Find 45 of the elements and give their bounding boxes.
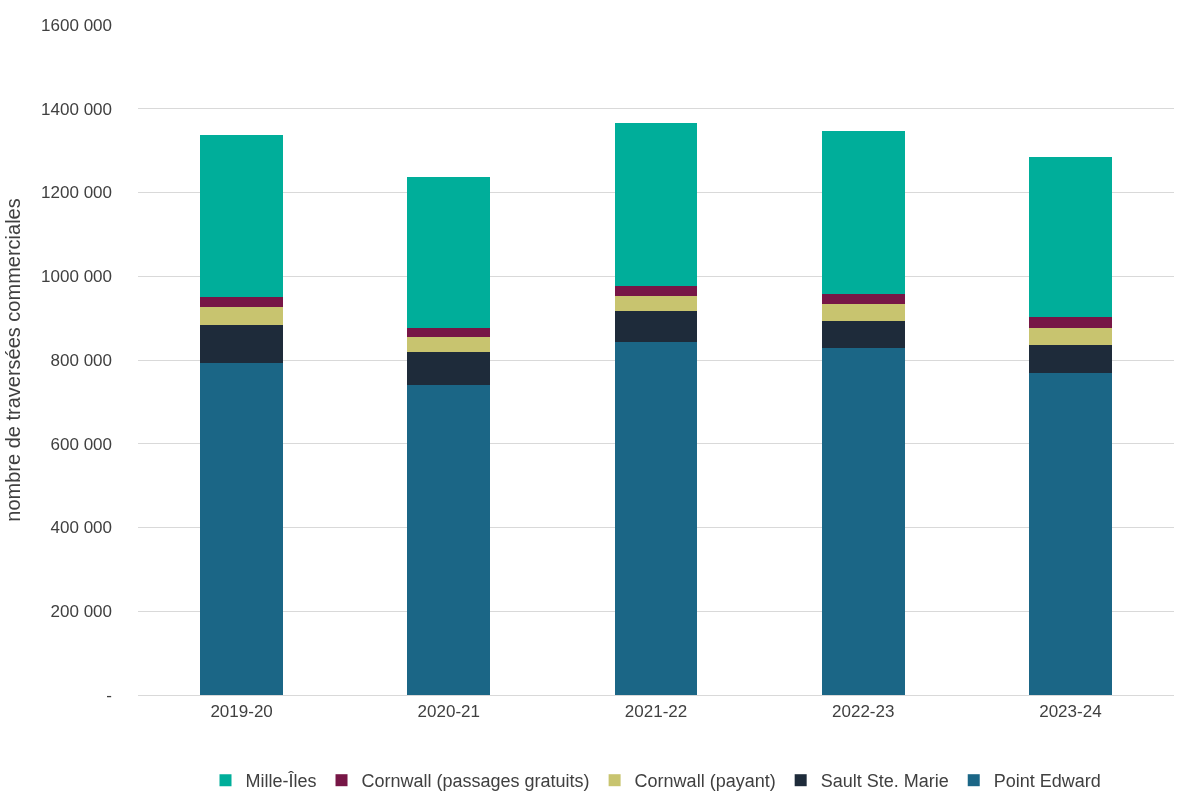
y-tick-label: 1000 000 [41,267,112,287]
y-tick-label: 1400 000 [41,99,112,119]
bar [614,310,698,342]
legend-label: Point Edward [993,771,1101,792]
bar [1028,317,1112,328]
bar [1028,327,1112,345]
y-tick-label: 200 000 [50,602,112,622]
bar [821,348,905,695]
bar [200,135,284,298]
y-tick-label: 1200 000 [41,183,112,203]
y-axis-title: nombre de traversées commerciales [1,198,24,522]
bar [200,306,284,326]
bar [614,122,698,286]
bar [407,327,491,337]
legend-label: Mille-Îles [245,771,317,792]
bar [1028,373,1112,695]
bar [821,303,905,321]
bar [407,384,491,695]
bar [200,297,284,307]
x-tick-label: 2019-20 [210,701,273,721]
legend-label: Cornwall (passages gratuits) [361,771,590,792]
y-tick-label: - [106,685,112,705]
bar [407,336,491,353]
legend-label: Cornwall (payant) [634,771,776,792]
y-tick-label: 800 000 [50,350,112,370]
bar [821,320,905,349]
bar [614,341,698,695]
bar [407,352,491,385]
bar [821,130,905,295]
y-tick-label: 1600 000 [41,15,112,35]
x-tick-label: 2023-24 [1039,701,1102,721]
legend-label: Sault Ste. Marie [820,771,949,792]
y-tick-label: 400 000 [50,518,112,538]
x-tick-label: 2022-23 [832,701,895,721]
bar [200,325,284,363]
bar [821,294,905,304]
x-tick-label: 2021-22 [624,701,688,721]
bar [407,176,491,328]
bar [1028,344,1112,374]
bar [614,295,698,311]
y-tick-label: 600 000 [50,434,112,454]
bar [200,362,284,695]
bar [614,285,698,296]
x-tick-label: 2020-21 [417,701,480,721]
bar [1028,156,1112,318]
